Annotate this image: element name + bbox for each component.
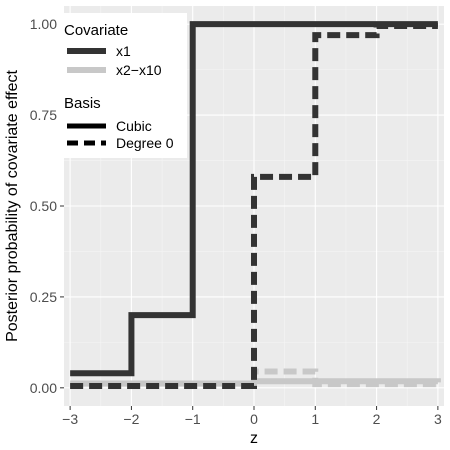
legend-box-covariate (57, 13, 187, 97)
x-tick-label: −3 (62, 411, 78, 427)
series-line-x1-degree0 (70, 23, 438, 389)
y-tick-label: 0.50 (30, 198, 57, 214)
x-tick-label: 3 (434, 411, 442, 427)
x-tick-label: 0 (250, 411, 258, 427)
x-tick-label: −2 (123, 411, 139, 427)
y-tick-label: 0.75 (30, 107, 57, 123)
series-line-x1-cubic (70, 21, 438, 377)
y-axis-title: Posterior probability of covariate effec… (4, 70, 21, 342)
y-axis-ticks: 0.00 0.25 0.50 0.75 1.00 (30, 16, 64, 396)
x-tick-label: 1 (311, 411, 319, 427)
y-tick-label: 1.00 (30, 16, 57, 32)
legend-label-degree0: Degree 0 (116, 135, 174, 151)
series-lines (70, 21, 441, 389)
y-tick-label: 0.25 (30, 289, 57, 305)
x-axis-title: z (250, 430, 258, 447)
legend-title-covariate: Covariate (64, 22, 128, 39)
x-tick-label: 2 (373, 411, 381, 427)
legend-label-x1: x1 (116, 43, 131, 59)
legend-title-basis: Basis (64, 95, 101, 112)
legend-label-x2-x10: x2−x10 (116, 62, 162, 78)
x-axis-ticks: −3 −2 −1 0 1 2 3 (62, 406, 442, 427)
x-tick-label: −1 (185, 411, 201, 427)
y-tick-label: 0.00 (30, 380, 57, 396)
legend-label-cubic: Cubic (116, 118, 152, 134)
